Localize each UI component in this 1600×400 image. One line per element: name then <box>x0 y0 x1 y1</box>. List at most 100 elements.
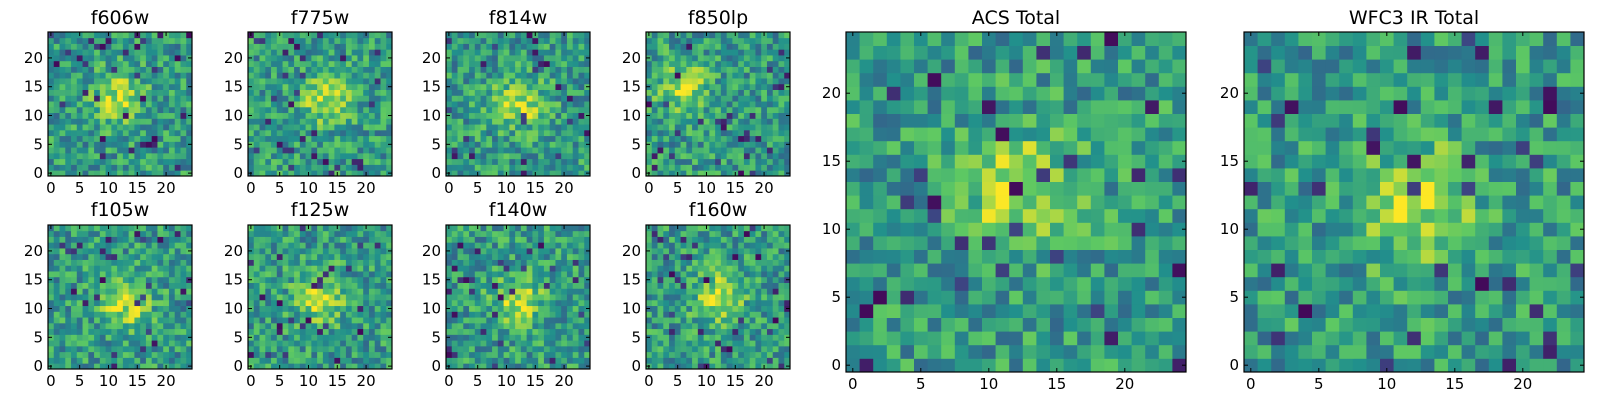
heatmap-cell <box>492 106 499 114</box>
heatmap-cell <box>322 158 330 165</box>
heatmap-cell <box>451 147 458 154</box>
heatmap-cell <box>761 55 768 62</box>
heatmap-cell <box>451 345 458 353</box>
heatmap-cell <box>772 170 779 177</box>
heatmap-cell <box>265 112 272 119</box>
heatmap-cell <box>497 55 504 62</box>
x-tick-label: 5 <box>673 179 683 197</box>
heatmap-cell <box>941 304 956 318</box>
y-tick-label: 5 <box>431 135 441 153</box>
heatmap-cell <box>572 49 579 56</box>
heatmap-cell <box>105 129 112 137</box>
heatmap-cell <box>82 225 89 232</box>
heatmap-cell <box>1158 100 1173 114</box>
heatmap-cell <box>555 124 562 131</box>
heatmap-cell <box>1118 222 1132 237</box>
heatmap-cell <box>873 263 888 278</box>
heatmap-cells <box>248 225 393 370</box>
heatmap-cell <box>99 288 106 295</box>
heatmap-cell <box>968 222 983 237</box>
heatmap-cell <box>186 164 193 171</box>
heatmap-cell <box>703 158 710 165</box>
heatmap-cell <box>174 164 181 171</box>
heatmap-cell <box>117 317 124 324</box>
heatmap-cell <box>584 101 591 108</box>
heatmap-cell <box>253 322 260 330</box>
heatmap-cell <box>351 72 358 79</box>
heatmap-cell <box>463 317 470 324</box>
heatmap-cell <box>555 106 562 114</box>
heatmap-cell <box>1063 154 1078 169</box>
heatmap-cell <box>526 299 533 307</box>
axes-frame <box>845 31 1187 373</box>
heatmap-cell <box>709 101 716 108</box>
heatmap-cell <box>674 37 681 44</box>
heatmap-cell <box>282 276 289 283</box>
heatmap-cell <box>53 288 60 295</box>
heatmap-cell <box>282 357 289 364</box>
heatmap-cell <box>566 152 574 160</box>
heatmap-cell <box>1022 86 1037 101</box>
heatmap-cell <box>317 276 324 283</box>
heatmap-cell <box>88 311 95 318</box>
heatmap-cell <box>299 32 306 39</box>
heatmap-cell <box>117 147 124 154</box>
heatmap-cell <box>299 106 306 114</box>
heatmap-cell <box>657 141 664 148</box>
heatmap-cell <box>709 89 716 96</box>
heatmap-cell <box>1009 195 1024 210</box>
heatmap-cell <box>941 154 956 169</box>
heatmap-cell <box>927 168 942 182</box>
heatmap-cell <box>995 181 1010 196</box>
heatmap-cell <box>151 328 158 335</box>
heatmap-cell <box>363 141 370 148</box>
heatmap-cell <box>538 141 545 148</box>
heatmap-cell <box>463 357 470 364</box>
heatmap-cell <box>515 322 522 330</box>
heatmap-cell <box>122 357 130 364</box>
heatmap-cell <box>446 317 453 324</box>
heatmap-cell <box>520 164 528 171</box>
heatmap-cell <box>282 141 289 148</box>
heatmap-cell <box>732 129 739 137</box>
heatmap-cell <box>151 311 158 318</box>
heatmap-cell <box>1022 154 1037 169</box>
heatmap-cell <box>317 164 324 171</box>
heatmap-cell <box>88 72 95 79</box>
heatmap-cell <box>900 32 915 46</box>
heatmap-cell <box>503 78 510 85</box>
heatmap-cell <box>140 311 147 318</box>
heatmap-cell <box>578 106 585 114</box>
heatmap-cell <box>368 152 376 160</box>
heatmap-cell <box>71 43 78 50</box>
heatmap-cell <box>914 140 928 155</box>
heatmap-cell <box>294 236 301 243</box>
heatmap-cell <box>743 106 751 114</box>
heatmap-cell <box>657 55 664 62</box>
heatmap-cells <box>646 32 791 177</box>
heatmap-cell <box>561 66 568 73</box>
heatmap-cell <box>873 113 888 128</box>
heatmap-cell <box>265 101 272 108</box>
y-tick-label: 10 <box>24 107 43 125</box>
heatmap-cell <box>128 112 135 119</box>
heatmap-cell <box>82 135 89 142</box>
heatmap-cell <box>886 344 901 359</box>
heatmap-cell <box>480 328 487 335</box>
heatmap-cell <box>168 363 176 370</box>
heatmap-cell <box>311 37 318 44</box>
heatmap-cell <box>340 141 347 148</box>
heatmap-cell <box>65 37 72 44</box>
heatmap-cell <box>474 288 481 295</box>
heatmap-cell <box>859 100 874 114</box>
heatmap-cell <box>1063 86 1078 101</box>
heatmap-cell <box>584 49 591 56</box>
heatmap-cell <box>88 340 95 347</box>
heatmap-cell <box>82 236 89 243</box>
heatmap-cell <box>271 225 278 232</box>
heatmap-cell <box>248 265 255 272</box>
heatmap-cell <box>509 118 516 125</box>
heatmap-cell <box>480 164 487 171</box>
heatmap-cell <box>99 271 106 278</box>
heatmap-cell <box>1145 236 1160 250</box>
